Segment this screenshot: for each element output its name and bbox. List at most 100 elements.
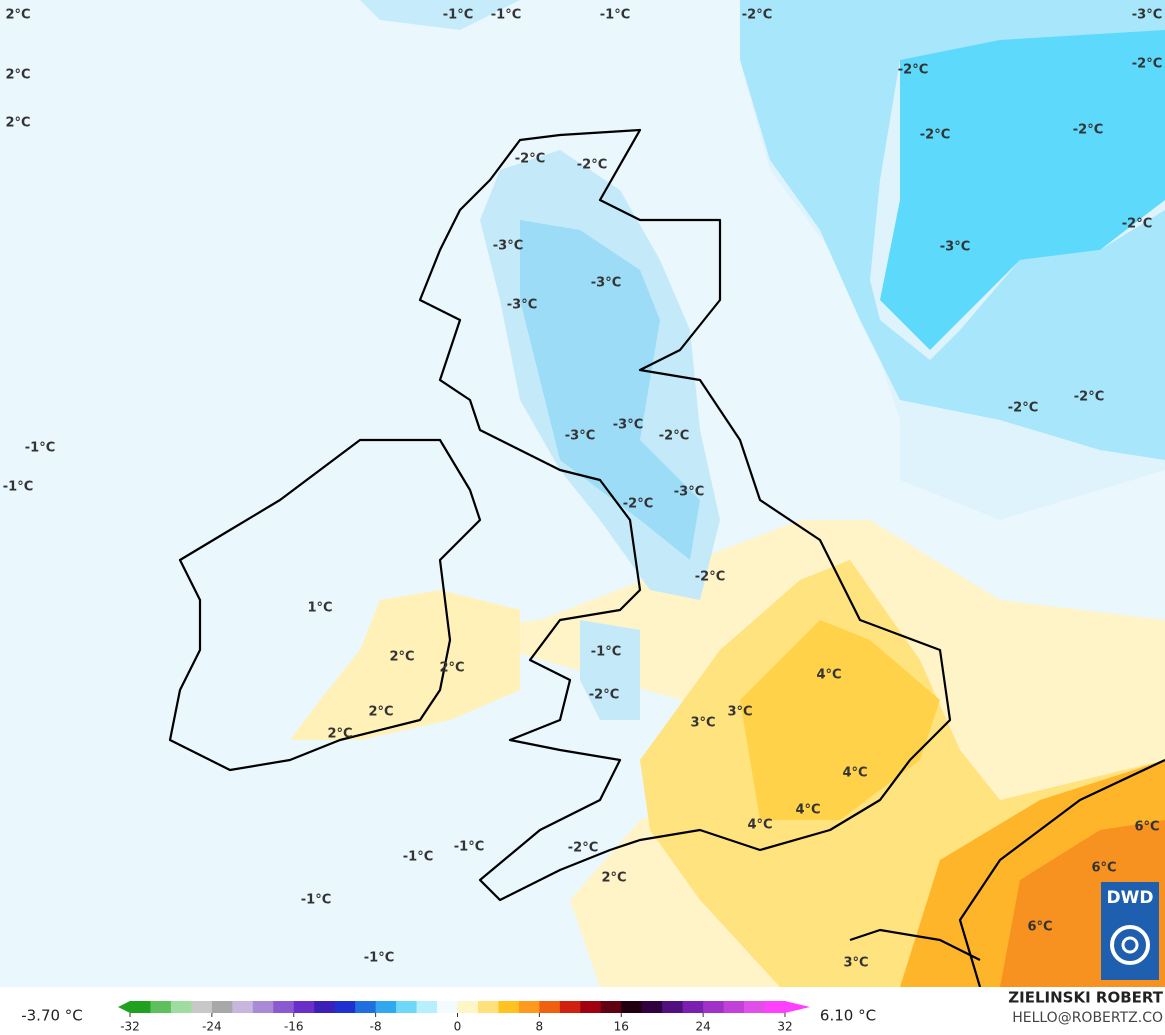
temperature-label: -2°C	[1132, 57, 1162, 72]
temperature-label: -2°C	[568, 841, 598, 856]
colorbar-tick-label: 16	[614, 1020, 629, 1034]
temperature-label: -3°C	[565, 429, 595, 444]
temperature-label: -1°C	[364, 951, 394, 966]
colorbar-tick-label: 0	[454, 1020, 462, 1034]
temperature-label: -3°C	[1132, 8, 1162, 23]
colorbar-segment	[477, 1001, 499, 1013]
credit-email: HELLO@ROBERTZ.CO	[1012, 1010, 1163, 1026]
colorbar-segment	[130, 1001, 151, 1013]
colorbar-segment	[252, 1001, 274, 1013]
temperature-label: -1°C	[3, 480, 33, 495]
colorbar-segment	[518, 1001, 540, 1013]
temperature-label: 3°C	[727, 705, 752, 720]
temperature-label: -2°C	[589, 688, 619, 703]
colorbar-segment	[375, 1001, 397, 1013]
colorbar-tick-label: -24	[202, 1020, 222, 1034]
colorbar-segment	[211, 1001, 233, 1013]
colorbar-segment	[764, 1001, 786, 1013]
logo-text: DWD	[1107, 888, 1154, 908]
temperature-label: 2°C	[389, 650, 414, 665]
colorbar-segment	[539, 1001, 561, 1013]
colorbar-tick-label: 32	[777, 1020, 792, 1034]
temperature-label: -3°C	[493, 239, 523, 254]
colorbar-segment	[600, 1001, 622, 1013]
colorbar-segment	[170, 1001, 192, 1013]
temperature-label: -3°C	[591, 276, 621, 291]
colorbar-tick-label: -8	[370, 1020, 382, 1034]
dwd-logo: DWD	[1101, 882, 1159, 980]
temperature-label: -1°C	[600, 8, 630, 23]
temperature-label: 4°C	[747, 818, 772, 833]
colorbar-tick-label: 24	[695, 1020, 710, 1034]
temperature-label: -1°C	[591, 645, 621, 660]
colorbar-tick-label: 8	[536, 1020, 544, 1034]
temperature-label: 2°C	[601, 871, 626, 886]
temperature-label: 3°C	[690, 716, 715, 731]
temperature-label: -1°C	[491, 8, 521, 23]
temperature-label: -2°C	[920, 128, 950, 143]
colorbar-segment	[723, 1001, 745, 1013]
temperature-label: -2°C	[1122, 217, 1152, 232]
temperature-label: -2°C	[898, 63, 928, 78]
temperature-label: -3°C	[507, 298, 537, 313]
temperature-label: 2°C	[5, 8, 30, 23]
temperature-label: 4°C	[816, 668, 841, 683]
colorbar-segment	[744, 1001, 766, 1013]
temperature-label: 6°C	[1134, 820, 1159, 835]
colorbar-segment	[457, 1001, 479, 1013]
temperature-label: 2°C	[439, 661, 464, 676]
colorbar-segment	[703, 1001, 725, 1013]
colorbar-segment	[498, 1001, 520, 1013]
colorbar-segment	[293, 1001, 315, 1013]
temperature-label: -3°C	[940, 240, 970, 255]
temperature-label: 4°C	[842, 766, 867, 781]
colorbar-segment	[662, 1001, 684, 1013]
temperature-label: -1°C	[301, 893, 331, 908]
colorbar-segment	[191, 1001, 213, 1013]
colorbar-tick-label: -32	[120, 1020, 140, 1034]
colorbar-min: -3.70 °C	[21, 1007, 83, 1025]
temperature-label: -1°C	[443, 8, 473, 23]
temperature-label: 2°C	[368, 705, 393, 720]
colorbar: -32 -24 -16 -8 0 8 16 24 32	[118, 1001, 810, 1034]
temperature-label: -2°C	[1074, 390, 1104, 405]
colorbar-segment	[355, 1001, 377, 1013]
colorbar-segment	[416, 1001, 438, 1013]
colorbar-end	[118, 1001, 130, 1013]
temperature-label: -1°C	[403, 850, 433, 865]
temperature-label: 2°C	[5, 116, 30, 131]
temperature-label: 6°C	[1027, 920, 1052, 935]
coastlines	[168, 128, 1165, 988]
temperature-label: 2°C	[327, 727, 352, 742]
temperature-label: -2°C	[623, 497, 653, 512]
colorbar-segment	[396, 1001, 418, 1013]
temperature-label: -2°C	[515, 152, 545, 167]
temperature-label: -2°C	[742, 8, 772, 23]
colorbar-segment	[682, 1001, 704, 1013]
temperature-label: -3°C	[613, 418, 643, 433]
colorbar-segment	[580, 1001, 602, 1013]
temperature-label: -1°C	[454, 840, 484, 855]
colorbar-tick-label: -16	[284, 1020, 304, 1034]
temperature-label: 2°C	[5, 68, 30, 83]
temperature-label: 4°C	[795, 803, 820, 818]
colorbar-segment	[273, 1001, 295, 1013]
colorbar-segment	[437, 1001, 458, 1013]
colorbar-segment	[641, 1001, 663, 1013]
colorbar-max: 6.10 °C	[820, 1007, 876, 1025]
colorbar-segment	[559, 1001, 581, 1013]
colorbar-segment	[314, 1001, 336, 1013]
colorbar-end	[785, 1001, 810, 1013]
colorbar-segment	[232, 1001, 254, 1013]
temperature-label: 6°C	[1091, 861, 1116, 876]
temperature-label: -1°C	[25, 441, 55, 456]
temperature-label: -2°C	[1073, 123, 1103, 138]
colorbar-segment	[150, 1001, 172, 1013]
map-background	[0, 0, 1165, 987]
temperature-label: -2°C	[1008, 401, 1038, 416]
temperature-label: 3°C	[843, 956, 868, 971]
temperature-label: -3°C	[674, 485, 704, 500]
temperature-label: 1°C	[307, 601, 332, 616]
